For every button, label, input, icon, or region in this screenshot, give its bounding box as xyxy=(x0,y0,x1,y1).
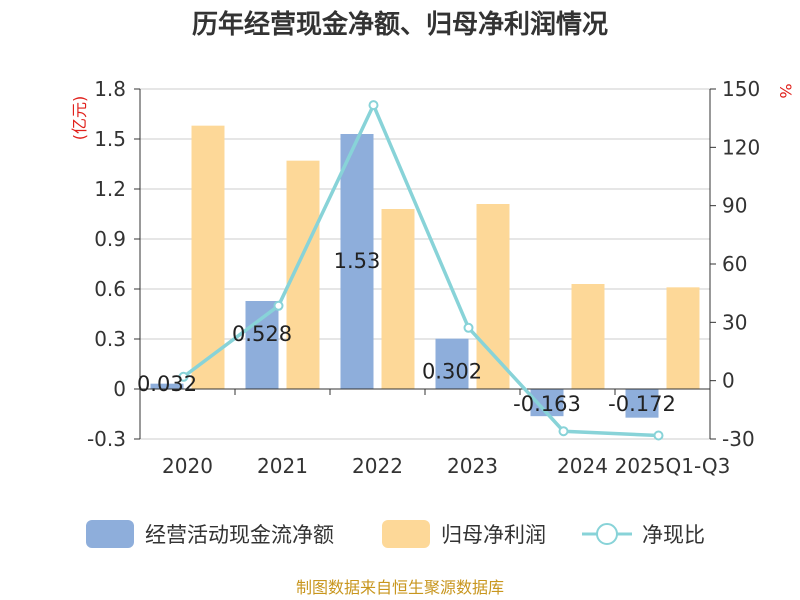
y-left-tick-label: 0.9 xyxy=(94,227,126,251)
y-right-tick-label: 150 xyxy=(722,77,760,101)
ratio-point-2024 xyxy=(558,426,569,437)
y-right-tick-label: -30 xyxy=(722,427,755,451)
data-source: 制图数据来自恒生聚源数据库 xyxy=(296,578,504,597)
data-label-cash-flow-2020: 0.032 xyxy=(137,372,197,396)
legend-swatch-ratio-marker xyxy=(596,523,618,545)
y-right-tick-label: 30 xyxy=(722,310,747,334)
bar-cash-flow-2023 xyxy=(435,338,469,389)
legend-label-ratio: 净现比 xyxy=(642,523,705,547)
gridlines xyxy=(140,88,710,440)
y-right-tick-label: 90 xyxy=(722,194,747,218)
y-right-tick-label: 120 xyxy=(722,135,760,159)
data-labels: 0.032 0.528 1.53 0.302 -0.163 -0.172 xyxy=(137,249,676,416)
data-label-cash-flow-2022: 1.53 xyxy=(334,249,381,273)
bars xyxy=(150,125,700,418)
legend-swatch-net-profit xyxy=(382,520,430,548)
bar-cash-flow-2022 xyxy=(340,134,374,389)
y-left-tick-label: 0.6 xyxy=(94,277,126,301)
ratio-point-2021 xyxy=(273,300,284,311)
y-left-tick-label: 1.5 xyxy=(94,127,126,151)
y-left-tick-label: 1.8 xyxy=(94,77,126,101)
legend[interactable]: 经营活动现金流净额 归母净利润 净现比 xyxy=(86,520,705,548)
ratio-line xyxy=(178,100,664,441)
y-left-tick-label: 0 xyxy=(113,377,126,401)
y-left-tick-label: 1.2 xyxy=(94,177,126,201)
ratio-point-2025Q1-Q3 xyxy=(653,430,664,441)
y-right-unit: % xyxy=(776,83,795,98)
data-label-cash-flow-2025Q1-Q3: -0.172 xyxy=(608,392,676,416)
x-tick-label-2025Q1-Q3: 2025Q1-Q3 xyxy=(615,454,731,478)
y-right-tick-label: 60 xyxy=(722,252,747,276)
y-left-tick-label: -0.3 xyxy=(87,427,126,451)
x-tick-label-2022: 2022 xyxy=(352,454,403,478)
bar-net-profit-2024 xyxy=(571,284,605,389)
ratio-point-2023 xyxy=(463,322,474,333)
bar-net-profit-2020 xyxy=(191,125,225,390)
x-tick-label-2023: 2023 xyxy=(447,454,498,478)
data-label-cash-flow-2023: 0.302 xyxy=(422,360,482,384)
legend-label-cash-flow: 经营活动现金流净额 xyxy=(145,523,334,547)
ratio-series-line xyxy=(182,100,659,438)
y-left-unit: (亿元) xyxy=(70,96,89,141)
bar-cash-flow-2025Q1-Q3 xyxy=(625,389,659,418)
bar-net-profit-2025Q1-Q3 xyxy=(666,287,700,389)
bar-cash-flow-2021 xyxy=(245,301,279,389)
ratio-point-2022 xyxy=(368,100,379,111)
x-tick-label-2020: 2020 xyxy=(162,454,213,478)
bar-cash-flow-2020 xyxy=(150,383,184,389)
bar-net-profit-2023 xyxy=(476,204,510,389)
legend-label-net-profit: 归母净利润 xyxy=(441,523,546,547)
y-left-tick-label: 0.3 xyxy=(94,327,126,351)
legend-swatch-cash-flow xyxy=(86,520,134,548)
data-label-cash-flow-2024: -0.163 xyxy=(513,392,581,416)
axes: -0.3 0 0.3 0.6 0.9 1.2 1.5 1.8 -30 0 30 60 90 120 150 2… xyxy=(87,77,760,478)
y-right-tick-label: 0 xyxy=(722,369,735,393)
x-tick-label-2024: 2024 xyxy=(557,454,608,478)
chart-title: 历年经营现金净额、归母净利润情况 xyxy=(192,9,608,40)
x-tick-label-2021: 2021 xyxy=(257,454,308,478)
ratio-point-2020 xyxy=(178,371,189,382)
bar-net-profit-2022 xyxy=(381,209,415,389)
data-label-cash-flow-2021: 0.528 xyxy=(232,322,292,346)
